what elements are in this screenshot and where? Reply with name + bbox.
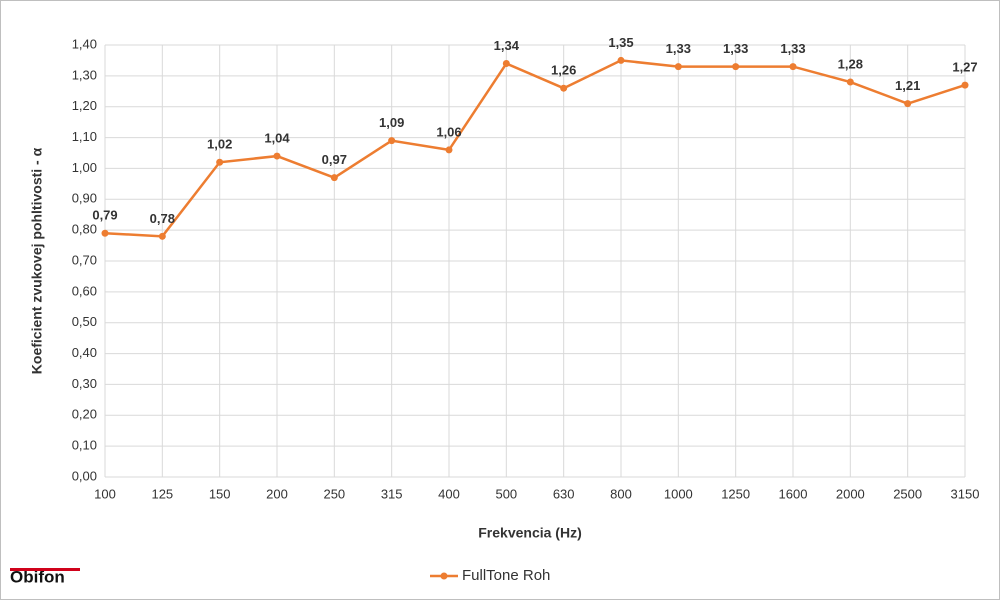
y-tick-label: 1,10: [72, 129, 97, 144]
point: [330, 174, 338, 182]
data-label: 1,06: [436, 124, 461, 139]
y-tick-label: 0,10: [72, 438, 97, 453]
logo-bar: [10, 568, 80, 571]
point: [961, 81, 969, 89]
point: [674, 63, 682, 71]
x-tick-label: 200: [266, 486, 288, 501]
point: [502, 60, 510, 68]
x-axis-label: Frekvencia (Hz): [478, 525, 581, 541]
x-tick-label: 2500: [893, 486, 922, 501]
x-tick-label: 800: [610, 486, 632, 501]
data-label: 1,26: [551, 63, 576, 78]
legend-label: FullTone Roh: [462, 567, 550, 584]
point: [732, 63, 740, 71]
y-tick-label: 0,70: [72, 252, 97, 267]
x-tick-label: 125: [151, 486, 173, 501]
data-label: 1,09: [379, 115, 404, 130]
data-label: 1,33: [780, 41, 805, 56]
x-tick-label: 2000: [836, 486, 865, 501]
y-tick-label: 0,00: [72, 468, 97, 483]
data-label: 1,04: [264, 131, 290, 146]
y-tick-label: 0,40: [72, 345, 97, 360]
y-tick-label: 0,30: [72, 376, 97, 391]
data-label: 1,28: [838, 56, 863, 71]
legend-marker: [440, 572, 448, 580]
data-label: 1,27: [952, 60, 977, 75]
x-tick-label: 150: [209, 486, 231, 501]
y-tick-label: 0,60: [72, 283, 97, 298]
point: [445, 146, 453, 154]
y-tick-label: 1,00: [72, 160, 97, 175]
point: [846, 78, 854, 86]
y-tick-label: 0,90: [72, 191, 97, 206]
data-label: 1,21: [895, 78, 920, 93]
point: [216, 158, 224, 166]
x-tick-label: 100: [94, 486, 116, 501]
data-label: 1,02: [207, 137, 232, 152]
point: [560, 84, 568, 92]
x-tick-label: 250: [323, 486, 345, 501]
x-tick-label: 1000: [664, 486, 693, 501]
point: [388, 137, 396, 145]
x-tick-label: 3150: [951, 486, 980, 501]
x-tick-label: 500: [495, 486, 517, 501]
y-tick-label: 1,40: [72, 36, 97, 51]
point: [789, 63, 797, 71]
point: [617, 56, 625, 64]
data-label: 0,97: [322, 152, 347, 167]
y-tick-label: 1,30: [72, 67, 97, 82]
point: [273, 152, 281, 160]
point: [904, 100, 912, 108]
data-label: 0,79: [92, 208, 117, 223]
data-label: 1,33: [723, 41, 748, 56]
logo: Obifon: [10, 567, 65, 586]
x-tick-label: 1250: [721, 486, 750, 501]
x-tick-label: 315: [381, 486, 403, 501]
data-label: 1,34: [494, 38, 520, 53]
point: [158, 232, 166, 240]
point: [101, 229, 109, 237]
y-tick-label: 1,20: [72, 98, 97, 113]
x-tick-label: 1600: [779, 486, 808, 501]
data-label: 0,78: [150, 211, 175, 226]
y-tick-label: 0,20: [72, 407, 97, 422]
y-axis-label: Koeficient zvukovej pohltivosti - α: [29, 147, 45, 374]
data-label: 1,33: [666, 41, 691, 56]
x-tick-label: 630: [553, 486, 575, 501]
data-label: 1,35: [608, 35, 633, 50]
series-line: [104, 59, 966, 238]
y-tick-label: 0,80: [72, 222, 97, 237]
x-tick-label: 400: [438, 486, 460, 501]
y-tick-label: 0,50: [72, 314, 97, 329]
